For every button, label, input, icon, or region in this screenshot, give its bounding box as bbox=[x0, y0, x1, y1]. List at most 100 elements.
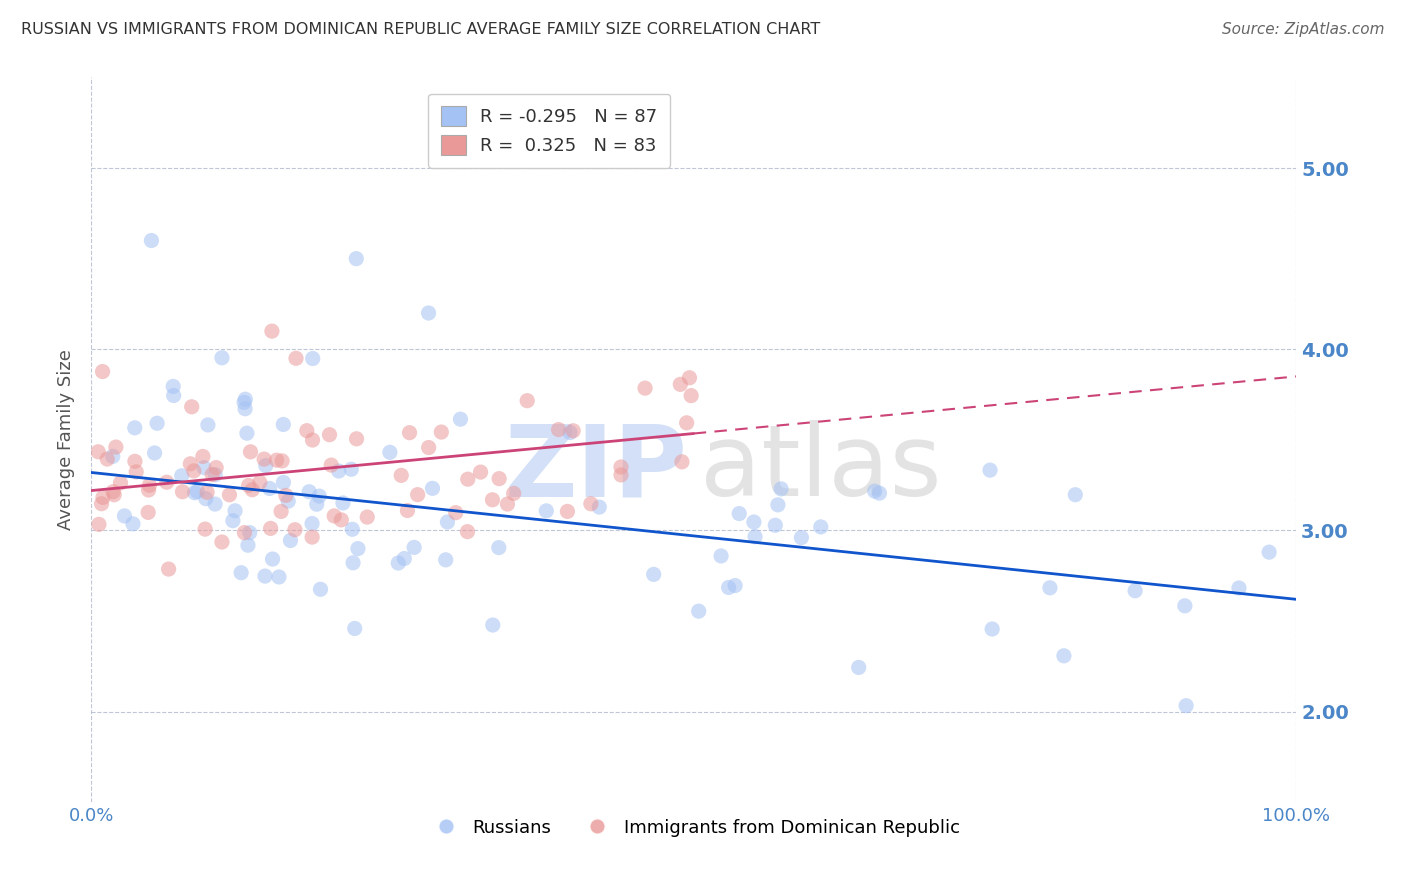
Point bbox=[284, 523, 307, 537]
Point bbox=[669, 377, 692, 392]
Point bbox=[163, 388, 186, 402]
Point bbox=[273, 475, 295, 490]
Point bbox=[744, 530, 766, 544]
Point bbox=[643, 567, 665, 582]
Point bbox=[201, 467, 224, 482]
Point bbox=[146, 417, 169, 431]
Point bbox=[274, 488, 297, 502]
Point bbox=[1174, 599, 1197, 613]
Point bbox=[249, 475, 271, 490]
Point bbox=[259, 482, 281, 496]
Point bbox=[418, 441, 440, 455]
Point bbox=[266, 453, 288, 467]
Point bbox=[418, 306, 440, 320]
Point bbox=[236, 538, 259, 552]
Point bbox=[330, 513, 353, 527]
Point bbox=[301, 516, 323, 531]
Point bbox=[848, 660, 870, 674]
Point bbox=[280, 533, 302, 548]
Point bbox=[356, 510, 378, 524]
Point bbox=[114, 508, 136, 523]
Point bbox=[422, 481, 444, 495]
Point bbox=[204, 497, 226, 511]
Point bbox=[233, 395, 256, 409]
Point bbox=[406, 488, 429, 502]
Point bbox=[205, 460, 228, 475]
Point bbox=[103, 488, 125, 502]
Point bbox=[496, 497, 519, 511]
Point bbox=[610, 467, 633, 482]
Point bbox=[267, 570, 290, 584]
Point bbox=[396, 503, 419, 517]
Point bbox=[229, 566, 252, 580]
Point bbox=[434, 553, 457, 567]
Point bbox=[671, 455, 693, 469]
Point bbox=[342, 556, 364, 570]
Point bbox=[236, 426, 259, 441]
Point bbox=[981, 622, 1004, 636]
Point bbox=[457, 472, 479, 486]
Point bbox=[222, 514, 245, 528]
Point bbox=[172, 484, 194, 499]
Point bbox=[481, 492, 503, 507]
Point bbox=[343, 622, 366, 636]
Point bbox=[810, 520, 832, 534]
Point bbox=[488, 541, 510, 555]
Point bbox=[502, 486, 524, 500]
Point bbox=[238, 478, 260, 492]
Point bbox=[141, 234, 163, 248]
Point bbox=[90, 497, 112, 511]
Point bbox=[346, 432, 368, 446]
Point bbox=[710, 549, 733, 563]
Point bbox=[271, 454, 294, 468]
Point bbox=[218, 488, 240, 502]
Point bbox=[979, 463, 1001, 477]
Point bbox=[766, 498, 789, 512]
Point bbox=[179, 457, 201, 471]
Point bbox=[340, 462, 363, 476]
Point bbox=[436, 515, 458, 529]
Point bbox=[253, 569, 276, 583]
Point bbox=[1175, 698, 1198, 713]
Point bbox=[197, 417, 219, 432]
Text: ZIP: ZIP bbox=[505, 420, 688, 517]
Point bbox=[259, 521, 281, 535]
Point bbox=[308, 489, 330, 503]
Point bbox=[301, 351, 323, 366]
Point bbox=[1258, 545, 1281, 559]
Point bbox=[332, 496, 354, 510]
Point bbox=[387, 556, 409, 570]
Point bbox=[194, 491, 217, 506]
Point bbox=[124, 421, 146, 435]
Point bbox=[211, 535, 233, 549]
Point bbox=[96, 452, 118, 467]
Point bbox=[318, 427, 340, 442]
Point bbox=[253, 452, 276, 467]
Point bbox=[742, 515, 765, 529]
Point bbox=[444, 506, 467, 520]
Point bbox=[101, 484, 124, 499]
Point bbox=[309, 582, 332, 597]
Point bbox=[770, 482, 793, 496]
Point bbox=[101, 450, 124, 464]
Point bbox=[516, 393, 538, 408]
Point bbox=[547, 423, 569, 437]
Point bbox=[239, 525, 262, 540]
Point bbox=[301, 433, 323, 447]
Text: Source: ZipAtlas.com: Source: ZipAtlas.com bbox=[1222, 22, 1385, 37]
Point bbox=[240, 483, 263, 497]
Point bbox=[254, 458, 277, 473]
Point bbox=[298, 484, 321, 499]
Point bbox=[191, 450, 214, 464]
Point bbox=[1123, 583, 1146, 598]
Point bbox=[863, 484, 886, 499]
Point bbox=[91, 365, 114, 379]
Point bbox=[398, 425, 420, 440]
Point bbox=[1227, 581, 1250, 595]
Point bbox=[270, 504, 292, 518]
Point bbox=[1039, 581, 1062, 595]
Point bbox=[194, 522, 217, 536]
Point bbox=[481, 618, 503, 632]
Point bbox=[347, 541, 370, 556]
Point bbox=[579, 497, 602, 511]
